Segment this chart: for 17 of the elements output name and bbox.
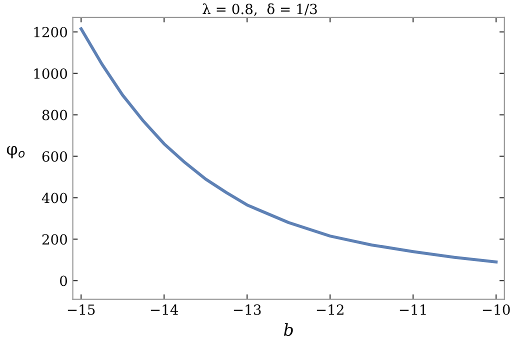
y-tick-label: 200 [42,234,68,245]
y-tick-label: 0 [60,276,68,286]
x-tick-label: −13 [234,304,261,315]
y-tick-label: 1000 [34,68,68,79]
x-tick-label: −14 [150,304,178,315]
x-tick-label: −15 [68,304,95,315]
y-tick-label: 800 [42,110,68,120]
x-tick-label: −12 [316,304,344,315]
chart-title: λ = 0.8, δ = 1/3 [202,3,317,16]
line-series [80,27,498,264]
y-tick-label: 600 [42,151,68,162]
y-tick-label: 400 [42,192,68,204]
y-tick-label: 1200 [34,26,68,38]
x-tick-label: −11 [400,304,426,315]
y-axis-title: φ$_{o}$ [6,146,25,158]
x-tick-label: −10 [482,304,510,315]
x-axis-title: b [284,323,293,336]
